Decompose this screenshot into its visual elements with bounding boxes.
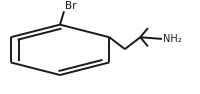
Text: Br: Br — [65, 1, 76, 11]
Text: NH₂: NH₂ — [163, 34, 182, 44]
